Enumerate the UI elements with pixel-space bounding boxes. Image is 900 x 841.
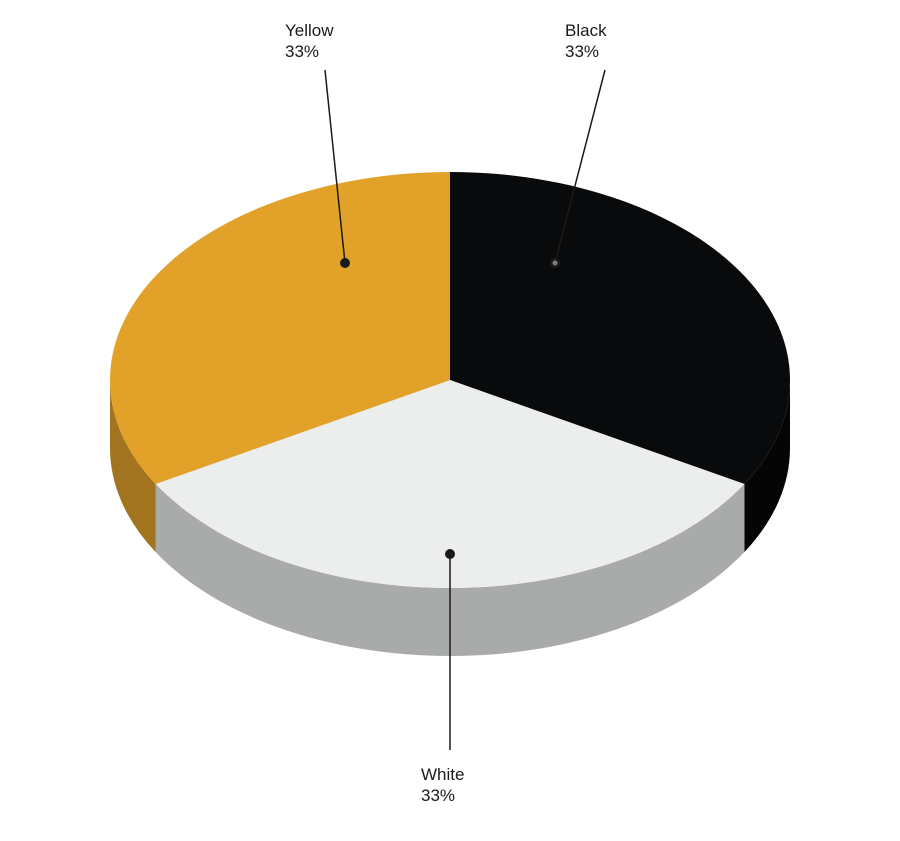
slice-label-black-pct: 33% [565,41,607,62]
slice-label-black: Black 33% [565,20,607,63]
slice-label-white-name: White [421,764,464,785]
slice-label-yellow: Yellow 33% [285,20,334,63]
slice-label-black-name: Black [565,20,607,41]
slice-label-white: White 33% [421,764,464,807]
slice-label-white-pct: 33% [421,785,464,806]
pie-chart-3d: Black 33% White 33% Yellow 33% [0,0,900,841]
slice-label-yellow-name: Yellow [285,20,334,41]
pie-chart-svg [0,0,900,841]
slice-label-yellow-pct: 33% [285,41,334,62]
